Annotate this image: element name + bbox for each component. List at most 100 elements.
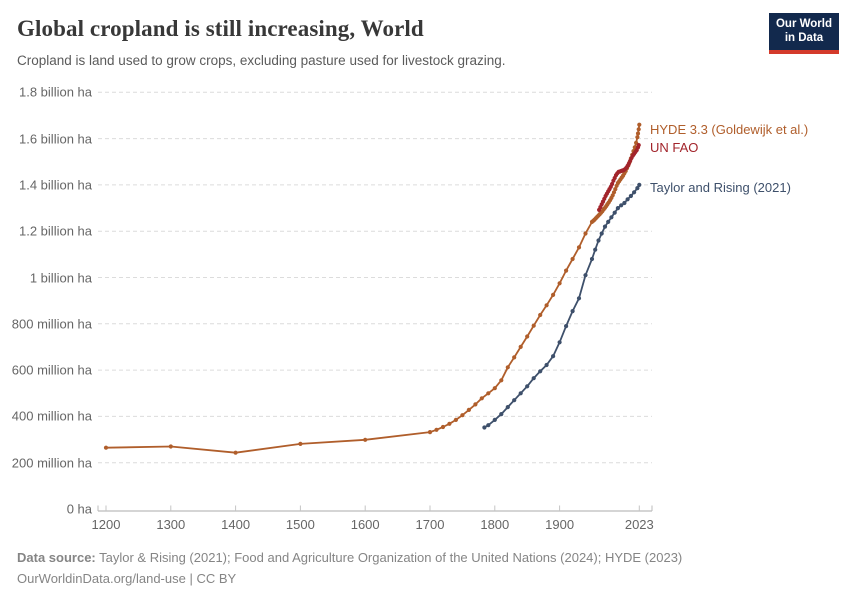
data-point — [625, 197, 630, 202]
data-point — [531, 323, 536, 328]
data-point — [557, 281, 562, 286]
series-label-hyde[interactable]: HYDE 3.3 (Goldewijk et al.) — [650, 122, 809, 137]
data-source-text: Taylor & Rising (2021); Food and Agricul… — [95, 550, 683, 565]
data-point — [551, 354, 556, 359]
data-point — [583, 273, 588, 278]
data-point — [518, 391, 523, 396]
data-point — [596, 238, 601, 243]
data-point — [505, 405, 510, 410]
owid-logo-line1: Our World — [775, 18, 832, 31]
data-point — [610, 181, 615, 187]
data-point — [615, 206, 621, 211]
owid-logo-line2: in Data — [784, 31, 824, 44]
y-axis-label: 1.2 billion ha — [19, 223, 92, 239]
data-point — [589, 256, 595, 262]
line-chart-canvas — [97, 91, 653, 512]
data-point — [486, 391, 491, 396]
x-axis-label: 1700 — [415, 517, 445, 532]
page-title: Global cropland is still increasing, Wor… — [17, 16, 424, 41]
y-axis-label: 1.6 billion ha — [19, 131, 92, 147]
data-point — [486, 423, 491, 428]
data-point — [635, 186, 640, 191]
data-point — [538, 369, 543, 374]
y-axis-label: 1.8 billion ha — [19, 84, 92, 100]
x-axis-label: 1400 — [221, 517, 251, 532]
data-point — [611, 190, 617, 195]
data-point — [538, 312, 543, 318]
y-axis-label: 1 billion ha — [29, 270, 92, 285]
data-point — [576, 245, 582, 250]
data-point — [512, 398, 517, 403]
data-point — [602, 224, 608, 229]
series-line — [105, 123, 641, 454]
data-point — [434, 427, 439, 432]
x-axis-label: 1600 — [350, 517, 380, 532]
data-point — [531, 376, 536, 381]
series-line — [483, 183, 641, 429]
data-point — [636, 127, 641, 132]
data-point — [479, 396, 484, 401]
x-axis-label: 1500 — [285, 517, 315, 532]
data-point — [512, 355, 517, 360]
data-point — [103, 445, 109, 450]
data-point — [453, 417, 458, 422]
data-point — [447, 421, 452, 426]
y-axis-label: 800 million ha — [11, 316, 92, 332]
data-point — [466, 407, 471, 412]
data-point — [440, 424, 446, 430]
data-point — [570, 256, 575, 262]
data-point — [427, 430, 433, 435]
series-label-un-fao[interactable]: UN FAO — [650, 140, 699, 155]
data-point — [492, 417, 497, 422]
data-point — [525, 334, 530, 339]
data-point — [544, 362, 549, 368]
data-point — [609, 215, 614, 220]
data-point — [576, 296, 582, 301]
data-point — [628, 193, 634, 199]
data-point — [460, 413, 465, 418]
data-point — [619, 203, 624, 208]
data-point — [612, 210, 617, 215]
x-axis-label: 1900 — [545, 517, 575, 532]
data-point — [606, 219, 611, 224]
data-point — [492, 386, 497, 391]
license-line[interactable]: OurWorldinData.org/land-use | CC BY — [17, 571, 237, 586]
data-source-label: Data source: — [17, 550, 96, 565]
x-axis-label: 1200 — [91, 517, 121, 532]
data-point — [570, 309, 575, 314]
y-axis-label: 200 million ha — [11, 455, 92, 471]
data-point — [499, 412, 504, 417]
y-axis-label: 600 million ha — [11, 362, 92, 378]
data-point — [499, 378, 504, 383]
data-point — [635, 131, 641, 136]
data-point — [544, 303, 549, 308]
owid-logo: Our World in Data — [769, 13, 839, 54]
data-point — [525, 384, 530, 389]
data-point — [622, 200, 627, 206]
data-point — [482, 425, 487, 430]
data-point — [599, 231, 604, 236]
data-point — [635, 135, 640, 140]
series-label-taylor-rising[interactable]: Taylor and Rising (2021) — [650, 180, 791, 195]
y-axis-label: 0 ha — [66, 501, 92, 517]
data-point — [632, 190, 637, 195]
chart-plot-area: 0 ha 200 million ha 400 million ha 600 mill… — [11, 84, 809, 532]
data-point — [637, 122, 642, 127]
data-point — [593, 247, 598, 252]
data-point — [564, 324, 569, 329]
data-point — [636, 143, 641, 148]
data-point — [583, 231, 588, 236]
data-source-line: Data source: Taylor & Rising (2021); Foo… — [17, 547, 837, 568]
x-axis-label: 1800 — [480, 517, 510, 532]
y-axis-label: 400 million ha — [11, 408, 92, 424]
chart-subtitle: Cropland is land used to grow crops, exc… — [17, 53, 506, 68]
x-axis-label: 2023 — [624, 517, 654, 532]
data-point — [473, 402, 478, 407]
data-point — [613, 187, 618, 192]
data-point — [233, 450, 238, 455]
chart-footer: Data source: Taylor & Rising (2021); Foo… — [17, 547, 837, 589]
data-point — [551, 292, 556, 297]
data-point — [518, 344, 523, 349]
data-point — [168, 444, 173, 449]
